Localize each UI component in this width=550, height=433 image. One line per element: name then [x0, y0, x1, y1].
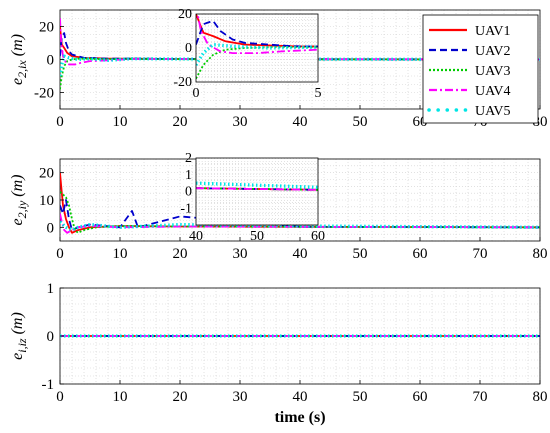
x-axis-label: time (s): [274, 409, 325, 426]
y-tick-label: 0: [47, 329, 55, 345]
legend-entry-uav2: UAV2: [475, 44, 511, 59]
x-tick-label: 70: [473, 389, 488, 405]
legend-entry-uav5: UAV5: [475, 104, 511, 119]
x-tick-label: 70: [473, 246, 488, 262]
inset-y-tick-label: 2: [185, 151, 192, 166]
inset-y-tick-label: -20: [173, 75, 192, 90]
x-tick-label: 10: [113, 114, 128, 130]
x-tick-label: 50: [353, 246, 368, 262]
y-tick-label: -20: [34, 86, 54, 102]
y-tick-label: 20: [39, 166, 54, 182]
x-tick-label: 20: [173, 114, 188, 130]
x-tick-label: 0: [56, 246, 64, 262]
inset-plot: 40 50 60 2 1 0-1: [180, 151, 325, 244]
x-tick-label: 60: [413, 389, 428, 405]
inset-x-tick-label: 40: [189, 229, 203, 244]
inset-x-tick-label: 5: [315, 86, 322, 101]
y-tick-label: 10: [39, 193, 54, 209]
x-tick-label: 80: [533, 246, 548, 262]
x-tick-label: 50: [353, 114, 368, 130]
series-line-uav2: [60, 199, 540, 231]
series-line-uav4: [196, 187, 318, 191]
series-line-uav5: [196, 181, 318, 189]
inset-x-tick-label: 0: [193, 86, 200, 101]
inset-y-tick-label: 20: [178, 7, 192, 22]
inset-y-tick-label: 0: [185, 185, 192, 200]
x-tick-label: 30: [233, 114, 248, 130]
x-tick-label: 30: [233, 246, 248, 262]
y-axis-label: e2,ix(m): [9, 34, 29, 85]
x-tick-label: 60: [413, 246, 428, 262]
x-tick-label: 10: [113, 389, 128, 405]
inset-x-tick-label: 60: [311, 229, 325, 244]
y-tick-label: -1: [42, 377, 55, 393]
x-tick-label: 0: [56, 389, 64, 405]
x-tick-label: 40: [293, 114, 308, 130]
legend-entry-uav3: UAV3: [475, 64, 511, 79]
legend-entry-uav4: UAV4: [475, 84, 511, 99]
inset-y-tick-label: -1: [180, 201, 192, 216]
y-tick-label: 1: [47, 281, 55, 297]
series-line-uav4: [196, 14, 318, 54]
x-tick-label: 40: [293, 389, 308, 405]
legend: UAV1 UAV2 UAV3 UAV4 UAV5: [422, 14, 539, 124]
y-axis-label: ei,iz(m): [9, 312, 29, 360]
x-tick-label: 20: [173, 246, 188, 262]
series-line-uav3: [196, 46, 318, 80]
y-tick-label: 0: [47, 53, 55, 69]
x-tick-label: 10: [113, 246, 128, 262]
y-tick-label: 20: [39, 20, 54, 36]
x-tick-label: 0: [56, 114, 64, 130]
x-tick-label: 20: [173, 389, 188, 405]
x-tick-label: 50: [353, 389, 368, 405]
x-tick-label: 80: [533, 389, 548, 405]
inset-y-tick-label: 1: [185, 168, 192, 183]
x-tick-label: 30: [233, 389, 248, 405]
series-line-uav2: [196, 20, 318, 48]
legend-entry-uav1: UAV1: [475, 24, 511, 39]
inset-y-tick-label: 0: [185, 41, 192, 56]
y-tick-label: 0: [47, 220, 55, 236]
inset-x-tick-label: 50: [250, 229, 264, 244]
x-tick-label: 40: [293, 246, 308, 262]
y-axis-label: e2,iy(m): [9, 175, 29, 226]
